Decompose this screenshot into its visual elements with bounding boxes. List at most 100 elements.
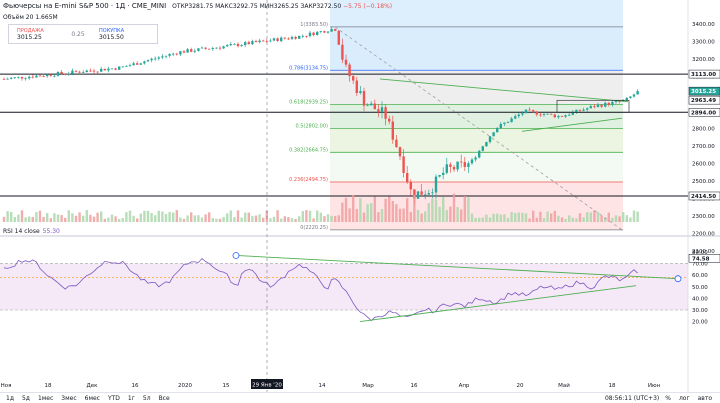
volume-bar [24,217,27,222]
candle-body [442,172,445,175]
volume-bar [388,196,391,222]
candle-body [413,189,416,199]
volume-bar [416,209,420,222]
candle-body [56,71,60,76]
volume-bar [622,211,625,222]
candle-body [28,76,31,79]
volume-bar [269,218,272,222]
candle-body [539,114,542,116]
volume-bar [618,216,621,222]
rsi-legend[interactable]: RSI 14 close 55.30 [3,228,60,235]
volume-bar [557,215,560,222]
candle-body [589,106,592,109]
candle-body [510,118,513,123]
candle-body [600,104,603,107]
bottom-toolbar: 1д 5д 1мес 3мес 6мес YTD 1г 5л Все 08:56… [0,392,720,403]
time-tick: Дек [86,383,98,389]
timeframe-1y[interactable]: 1г [127,394,135,402]
rsi-tick: 60.00 [692,273,708,279]
timeframe-5y[interactable]: 5л [142,394,151,402]
candle-body [247,42,250,45]
candle-body [528,109,531,111]
volume-label: Объём 20 1.665M [3,14,58,21]
volume-bar [334,216,337,222]
timeframe-1d[interactable]: 1д [6,394,14,402]
log-toggle[interactable]: лог [678,394,690,402]
volume-bar [74,215,78,222]
candle-body [308,32,312,37]
volume-bar [229,210,232,222]
volume-bar [326,214,330,222]
volume-bar [164,214,168,222]
volume-bar [550,213,553,222]
volume-bar [319,212,322,222]
buy-button[interactable]: ПОКУПКА 3015.50 [93,28,147,41]
volume-bar [13,216,16,222]
candle-body [136,63,139,65]
price-badge-text-0: 3113.00 [691,72,716,78]
volume-bar [452,193,456,222]
volume-bar [449,206,452,222]
candle-body [506,122,510,123]
volume-bar [244,212,247,222]
candle-body [17,76,20,78]
candle-body [553,114,556,118]
candle-body [236,43,240,47]
volume-bar [424,211,427,222]
volume-bar [593,210,596,222]
ohlc-values: ОТКР3281.75 МАКС3292.75 МИН3265.25 ЗАКР3… [172,3,392,10]
candle-body [128,65,132,67]
candle-body [157,57,160,59]
price-tick: 3300.00 [692,39,715,45]
timeframe-1m[interactable]: 1мес [37,394,54,402]
fib-label-1: 0.786(3134.75) [289,65,328,71]
candle-body [164,55,168,57]
volume-bar [290,218,294,222]
chart-canvas[interactable]: 1(3383.50) 0.786(3134.75) 0.618(2939.25) 0.… [0,0,720,392]
percent-toggle[interactable]: % [665,394,671,402]
candle-body [362,91,366,106]
timeframe-5d[interactable]: 5д [21,394,30,402]
volume-bar [6,211,9,222]
candle-body [391,121,394,140]
volume-bar [190,212,193,222]
candle-body [625,97,628,101]
candle-body [161,56,164,58]
auto-toggle[interactable]: авто [697,394,712,402]
trade-panel: ПРОДАЖА 3015.25 0.25 ПОКУПКА 3015.50 [8,24,158,44]
symbol-title[interactable]: Фьючерсы на E-mini S&P 500 · 1Д · CME_MI… [3,2,167,10]
timeframe-all[interactable]: Все [158,394,170,402]
candle-body [175,53,178,55]
candle-body [150,58,153,61]
timeframe-3m[interactable]: 3мес [61,394,77,402]
volume-bar [506,217,510,222]
price-badge-text-2: 2963.49 [691,98,716,104]
candle-body [568,114,571,116]
candle-body [283,37,286,39]
volume-bar [211,218,214,222]
candle-body [24,78,27,80]
sell-button[interactable]: ПРОДАЖА 3015.25 [9,28,63,41]
timeframe-ytd[interactable]: YTD [107,394,120,402]
candle-body [481,146,484,151]
volume-bar [168,211,171,222]
volume-bar [636,211,639,222]
volume-bar [463,196,466,222]
candle-body [96,71,99,73]
candle-body [215,47,218,49]
candle-body [280,37,283,42]
volume-bar [604,217,607,222]
time-tick: 2020 [178,383,192,389]
timeframe-6m[interactable]: 6мес [84,394,100,402]
range-box [556,99,630,113]
volume-bar [467,197,470,222]
volume-bar [413,194,416,222]
candle-body [514,116,517,119]
volume-bar [485,214,488,222]
volume-bar [2,216,6,222]
volume-bar [395,204,398,222]
price-tick: 2600.00 [692,162,715,168]
rsi-band [0,263,688,310]
candle-body [402,156,405,173]
volume-bar [312,218,315,222]
